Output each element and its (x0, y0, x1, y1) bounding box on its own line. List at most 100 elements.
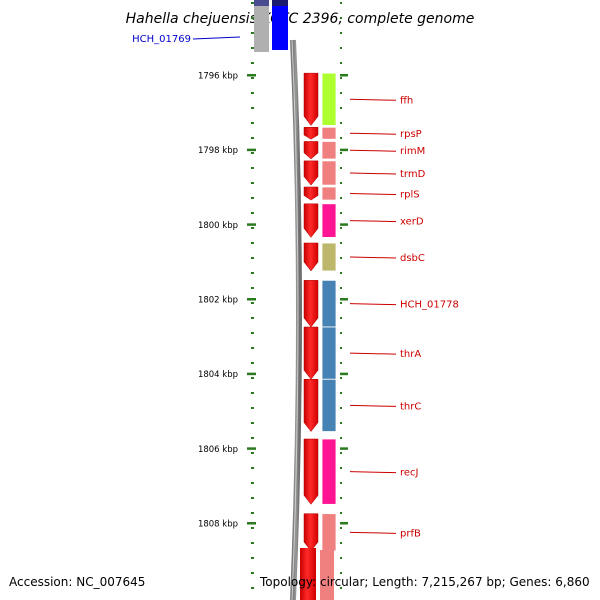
scale-dot (340, 152, 342, 154)
scale-dot (251, 227, 254, 229)
gene-arrow-rimm[interactable] (303, 141, 319, 160)
scale-dot (251, 107, 254, 109)
gene-ffh[interactable] (321, 72, 337, 126)
scale-dot (251, 377, 254, 379)
scale-dot (251, 302, 254, 304)
scale-dot (251, 542, 254, 544)
gene-label-rimm[interactable]: rimM (400, 146, 425, 157)
scale-tick-label: 1800 kbp (198, 221, 238, 231)
gene-thrc[interactable] (321, 378, 337, 432)
gene-label-rpsp[interactable]: rpsP (400, 129, 422, 140)
scale-tick-label: 1806 kbp (198, 445, 238, 455)
gene-label-rpls[interactable]: rplS (400, 190, 420, 201)
scale-dot (340, 32, 342, 34)
scale-dot (251, 152, 254, 154)
gene-thra[interactable] (321, 326, 337, 380)
scale-dot (340, 287, 342, 289)
gene-prfb[interactable] (321, 513, 337, 552)
gene-arrow-recj[interactable] (303, 438, 319, 505)
scale-dot (251, 512, 254, 514)
gene-arrow-ffh[interactable] (303, 72, 319, 126)
scale-dot (340, 182, 342, 184)
gene-rpsp[interactable] (321, 126, 337, 140)
top-gray-band (254, 0, 269, 52)
gene-label-hch-01778[interactable]: HCH_01778 (400, 300, 459, 311)
gene-arrow-continuation (300, 548, 316, 600)
scale-dot (340, 167, 342, 169)
gene-hch-01778[interactable] (321, 279, 337, 328)
gene-arrow-prfb[interactable] (303, 513, 319, 552)
gene-arrow-xerd[interactable] (303, 203, 319, 238)
gene-rimm[interactable] (321, 141, 337, 160)
gene-label-dsbc[interactable]: dsbC (400, 253, 425, 264)
scale-dot (251, 407, 254, 409)
gene-continuation (320, 550, 334, 600)
scale-dot (251, 452, 254, 454)
scale-dot (340, 77, 342, 79)
scale-dot (251, 587, 254, 589)
scale-tick (247, 148, 256, 152)
top-dark-band (272, 0, 288, 6)
scale-dot (340, 542, 342, 544)
scale-tick (247, 74, 256, 77)
gene-label-hch-01769[interactable]: HCH_01769 (132, 34, 191, 45)
scale-dot (251, 572, 254, 574)
page-title: Hahella chejuensis KCTC 2396, complete g… (126, 11, 475, 27)
scale-dot (251, 437, 254, 439)
scale-tick-right (340, 297, 348, 301)
gene-hch-01769[interactable] (272, 6, 288, 50)
genome-backbone-highlight (291, 39, 299, 600)
scale-dot (251, 2, 254, 4)
scale-tick-right (340, 74, 348, 77)
gene-label-prfb[interactable]: prfB (400, 528, 421, 539)
scale-tick-label: 1808 kbp (198, 519, 238, 529)
gene-arrow-hch-01778[interactable] (303, 280, 319, 328)
gene-dsbc[interactable] (321, 242, 337, 272)
scale-tick-right (340, 223, 348, 226)
gene-label-trmd[interactable]: trmD (400, 169, 426, 180)
gene-connector (349, 149, 397, 152)
gene-xerd[interactable] (321, 203, 337, 238)
scale-dot (251, 77, 254, 79)
scale-dot (340, 47, 342, 49)
scale-dot (340, 482, 342, 484)
scale-dot (251, 212, 254, 214)
gene-arrow-dsbc[interactable] (303, 242, 319, 272)
gene-connector (349, 193, 397, 196)
scale-dot (340, 2, 342, 4)
gene-connector (349, 303, 397, 306)
gene-label-thra[interactable]: thrA (400, 349, 421, 360)
gene-rpls[interactable] (321, 186, 337, 201)
scale-dot (340, 377, 342, 379)
gene-trmd[interactable] (321, 160, 337, 186)
scale-dot (251, 17, 254, 19)
gene-recj[interactable] (321, 438, 337, 505)
gene-connector (349, 471, 397, 474)
scale-dot (251, 32, 254, 34)
gene-arrow-rpsp[interactable] (303, 127, 319, 140)
scale-dot (340, 92, 342, 94)
gene-arrow-thra[interactable] (303, 326, 319, 380)
scale-tick-right (340, 148, 348, 152)
gene-label-xerd[interactable]: xerD (400, 217, 424, 228)
accession-text: Accession: NC_007645 (9, 575, 146, 589)
gene-arrow-thrc[interactable] (303, 379, 319, 432)
scale-dot (340, 257, 342, 259)
scale-dot (340, 122, 342, 124)
scale-dot (251, 287, 254, 289)
gene-label-ffh[interactable]: ffh (400, 95, 413, 106)
gene-arrow-trmd[interactable] (303, 160, 319, 186)
scale-dot (251, 527, 254, 529)
scale-dot (340, 242, 342, 244)
gene-arrow-rpls[interactable] (303, 186, 319, 201)
scale-dot (251, 197, 254, 199)
scale-dot (340, 587, 342, 589)
scale-tick-label: 1804 kbp (198, 370, 238, 380)
scale-dot (340, 452, 342, 454)
scale-dot (340, 302, 342, 304)
genome-backbone (290, 39, 302, 600)
gene-label-thrc[interactable]: thrC (400, 401, 421, 412)
gene-label-recj[interactable]: recJ (400, 468, 419, 479)
